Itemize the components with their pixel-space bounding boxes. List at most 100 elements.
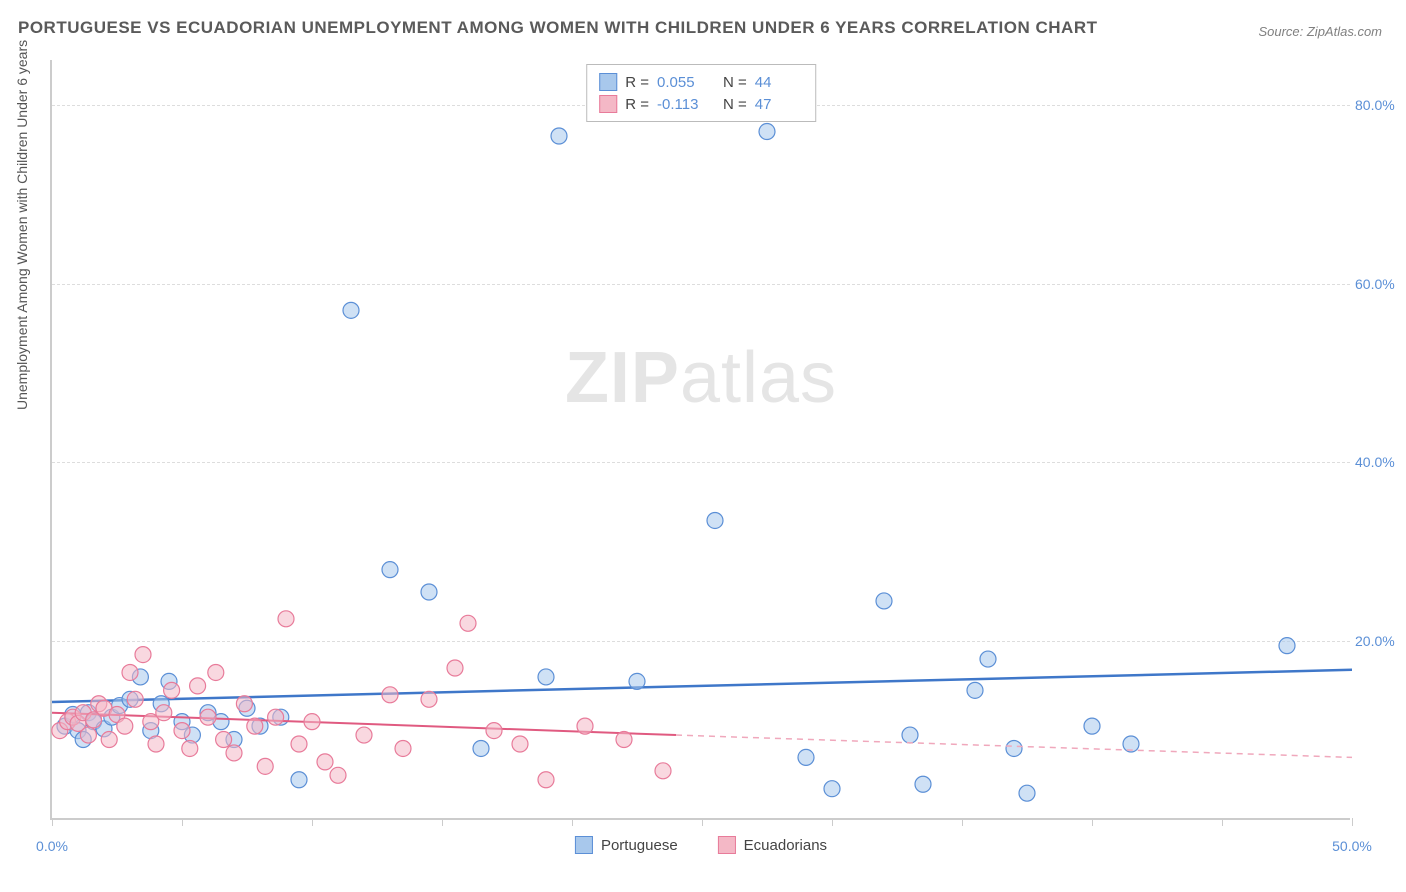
data-point: [382, 562, 398, 578]
data-point: [915, 776, 931, 792]
data-point: [208, 664, 224, 680]
x-tick-label: 50.0%: [1332, 838, 1372, 854]
data-point: [824, 781, 840, 797]
x-tick: [442, 818, 443, 826]
bottom-legend: Portuguese Ecuadorians: [575, 836, 827, 854]
n-label: N =: [723, 74, 747, 91]
x-tick: [1092, 818, 1093, 826]
data-point: [421, 691, 437, 707]
chart-title: PORTUGUESE VS ECUADORIAN UNEMPLOYMENT AM…: [18, 18, 1098, 38]
scatter-plot: [52, 60, 1350, 818]
y-axis-label: Unemployment Among Women with Children U…: [14, 40, 30, 410]
data-point: [1279, 638, 1295, 654]
data-point: [216, 732, 232, 748]
data-point: [117, 718, 133, 734]
data-point: [190, 678, 206, 694]
legend-swatch: [599, 95, 617, 113]
x-tick: [182, 818, 183, 826]
data-point: [1019, 785, 1035, 801]
data-point: [356, 727, 372, 743]
data-point: [629, 673, 645, 689]
data-point: [182, 740, 198, 756]
chart-area: ZIPatlas 20.0%40.0%60.0%80.0% 0.0%50.0% …: [50, 60, 1350, 820]
x-tick: [962, 818, 963, 826]
data-point: [967, 682, 983, 698]
data-point: [395, 740, 411, 756]
data-point: [278, 611, 294, 627]
y-tick-label: 40.0%: [1355, 454, 1406, 470]
n-value: 44: [755, 74, 803, 91]
data-point: [798, 749, 814, 765]
data-point: [759, 124, 775, 140]
n-label: N =: [723, 96, 747, 113]
x-tick: [1352, 818, 1353, 826]
data-point: [268, 709, 284, 725]
data-point: [122, 664, 138, 680]
legend-item: Portuguese: [575, 836, 678, 854]
legend-label: Ecuadorians: [744, 837, 827, 854]
x-tick: [1222, 818, 1223, 826]
x-tick: [832, 818, 833, 826]
source-label: Source: ZipAtlas.com: [1258, 24, 1382, 39]
data-point: [1006, 740, 1022, 756]
data-point: [156, 705, 172, 721]
stats-row: R = 0.055 N = 44: [599, 71, 803, 93]
data-point: [236, 696, 252, 712]
data-point: [616, 732, 632, 748]
data-point: [127, 691, 143, 707]
x-tick: [52, 818, 53, 826]
data-point: [330, 767, 346, 783]
data-point: [707, 512, 723, 528]
data-point: [343, 302, 359, 318]
stats-row: R = -0.113 N = 47: [599, 93, 803, 115]
data-point: [257, 758, 273, 774]
x-tick: [702, 818, 703, 826]
data-point: [164, 682, 180, 698]
data-point: [980, 651, 996, 667]
legend-swatch: [575, 836, 593, 854]
legend-swatch: [599, 73, 617, 91]
data-point: [486, 723, 502, 739]
r-value: -0.113: [657, 96, 705, 113]
data-point: [80, 727, 96, 743]
legend-label: Portuguese: [601, 837, 678, 854]
stats-box: R = 0.055 N = 44 R = -0.113 N = 47: [586, 64, 816, 122]
data-point: [460, 615, 476, 631]
data-point: [1084, 718, 1100, 734]
r-value: 0.055: [657, 74, 705, 91]
data-point: [447, 660, 463, 676]
legend-swatch: [718, 836, 736, 854]
x-tick: [312, 818, 313, 826]
data-point: [135, 647, 151, 663]
x-tick: [572, 818, 573, 826]
r-label: R =: [625, 96, 649, 113]
data-point: [148, 736, 164, 752]
data-point: [421, 584, 437, 600]
data-point: [247, 718, 263, 734]
y-tick-label: 20.0%: [1355, 633, 1406, 649]
data-point: [101, 732, 117, 748]
data-point: [200, 709, 216, 725]
data-point: [291, 736, 307, 752]
data-point: [876, 593, 892, 609]
data-point: [226, 745, 242, 761]
data-point: [538, 669, 554, 685]
legend-item: Ecuadorians: [718, 836, 827, 854]
data-point: [317, 754, 333, 770]
data-point: [304, 714, 320, 730]
data-point: [473, 740, 489, 756]
y-tick-label: 60.0%: [1355, 276, 1406, 292]
data-point: [291, 772, 307, 788]
n-value: 47: [755, 96, 803, 113]
data-point: [577, 718, 593, 734]
r-label: R =: [625, 74, 649, 91]
data-point: [174, 723, 190, 739]
data-point: [382, 687, 398, 703]
data-point: [655, 763, 671, 779]
y-tick-label: 80.0%: [1355, 97, 1406, 113]
data-point: [551, 128, 567, 144]
x-tick-label: 0.0%: [36, 838, 68, 854]
data-point: [512, 736, 528, 752]
data-point: [902, 727, 918, 743]
data-point: [538, 772, 554, 788]
